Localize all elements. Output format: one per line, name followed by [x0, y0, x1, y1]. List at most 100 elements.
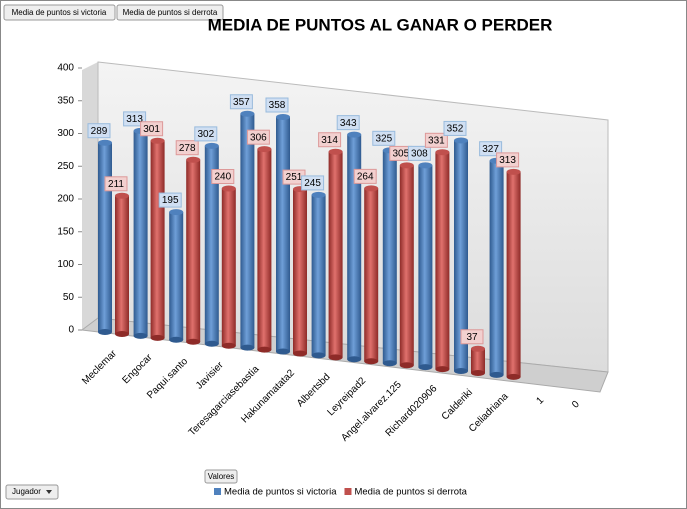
bar-cap — [364, 185, 379, 192]
axis-field-button[interactable] — [5, 484, 59, 500]
bar-base — [399, 362, 414, 369]
data-label-box — [424, 132, 448, 148]
bar-base — [347, 356, 362, 363]
bar — [471, 348, 485, 373]
bar-base — [328, 354, 343, 361]
bar-cap — [221, 185, 236, 192]
bar-cap — [347, 131, 362, 138]
field-button-label: Media de puntos si victoria — [12, 8, 107, 17]
bar-cap — [169, 209, 184, 216]
y-tick-label: 350 — [57, 95, 74, 106]
data-label-box — [496, 152, 520, 168]
values-field-button[interactable] — [204, 469, 238, 484]
data-label: 195 — [162, 195, 179, 206]
data-label: 240 — [214, 172, 231, 183]
bar-cap — [115, 192, 129, 199]
data-label-box — [460, 329, 484, 345]
data-label: 313 — [499, 155, 516, 166]
bar-base — [150, 334, 165, 341]
data-label: 358 — [269, 100, 286, 111]
bar — [98, 142, 112, 332]
data-label-box — [443, 120, 467, 136]
bar-base — [98, 329, 112, 335]
data-label: 343 — [340, 118, 357, 129]
y-tick-label: 400 — [57, 63, 74, 74]
bar-cap — [471, 345, 485, 352]
bar — [204, 145, 219, 344]
field-button[interactable] — [3, 4, 116, 21]
field-button[interactable] — [116, 4, 224, 21]
data-label-box — [407, 145, 431, 161]
data-label: 278 — [179, 143, 196, 154]
bar — [186, 159, 201, 342]
y-tick-label: 150 — [57, 226, 74, 237]
data-label-box — [372, 130, 396, 146]
data-label-box — [246, 129, 270, 145]
y-tick-label: 200 — [57, 194, 74, 205]
bar-base — [221, 342, 236, 349]
bar — [418, 165, 433, 368]
data-label: 331 — [428, 135, 445, 146]
bar-cap — [418, 162, 433, 169]
data-label: 357 — [233, 97, 250, 108]
data-label: 313 — [126, 114, 143, 125]
bar-base — [364, 358, 379, 365]
legend-label: Media de puntos si derrota — [354, 487, 467, 498]
pivot-buttons: Media de puntos si victoria Media de pun… — [3, 4, 238, 500]
bar-cap — [257, 146, 272, 153]
data-label-box — [104, 176, 128, 192]
bar-cap — [240, 110, 255, 117]
bar-base — [276, 348, 290, 355]
bar-cap — [328, 148, 343, 155]
bar-base — [169, 336, 184, 343]
bar-cap — [454, 137, 468, 144]
data-label: 314 — [321, 135, 338, 146]
bar — [435, 152, 450, 370]
data-label-box — [318, 132, 342, 148]
bar-base — [435, 366, 450, 373]
bar-base — [240, 344, 255, 351]
bar — [150, 140, 165, 338]
data-label: 37 — [466, 332, 478, 343]
bar-cap — [506, 168, 521, 175]
data-label-box — [353, 168, 377, 184]
bar-base — [115, 331, 129, 337]
bar — [311, 194, 326, 356]
bar — [221, 188, 236, 346]
bar-cap — [399, 162, 414, 169]
data-label-box — [140, 121, 164, 137]
axis-field-label: Jugador — [12, 487, 41, 496]
data-label-box — [265, 97, 289, 113]
data-label: 327 — [482, 144, 499, 155]
bar-cap — [311, 191, 326, 198]
data-label-box — [229, 94, 253, 110]
data-label-box — [158, 192, 182, 208]
bar — [399, 165, 414, 366]
dropdown-arrow — [46, 490, 52, 494]
bar — [347, 134, 362, 360]
y-tick-label: 0 — [68, 325, 74, 336]
y-tick-label: 50 — [63, 292, 75, 303]
data-label: 264 — [357, 172, 374, 183]
bar-base — [257, 346, 272, 353]
field-button-label: Media de puntos si derrota — [123, 8, 218, 17]
bar — [506, 171, 521, 377]
data-label: 302 — [197, 129, 214, 140]
data-label-box — [194, 126, 218, 142]
bar-cap — [150, 137, 165, 144]
legend-swatch — [344, 488, 352, 495]
bar — [257, 149, 272, 350]
bar-base — [471, 370, 485, 376]
data-label: 305 — [392, 149, 409, 160]
bar-base — [204, 340, 219, 347]
bar — [454, 140, 468, 371]
values-field-label: Valores — [208, 472, 235, 481]
legend-swatch — [214, 488, 221, 495]
bar-base — [382, 360, 397, 367]
data-label: 289 — [91, 126, 108, 137]
data-label-box — [87, 123, 111, 139]
data-label: 301 — [143, 124, 160, 135]
data-label: 211 — [108, 179, 124, 190]
y-tick-label: 100 — [57, 259, 74, 270]
y-tick-label: 250 — [57, 161, 74, 172]
